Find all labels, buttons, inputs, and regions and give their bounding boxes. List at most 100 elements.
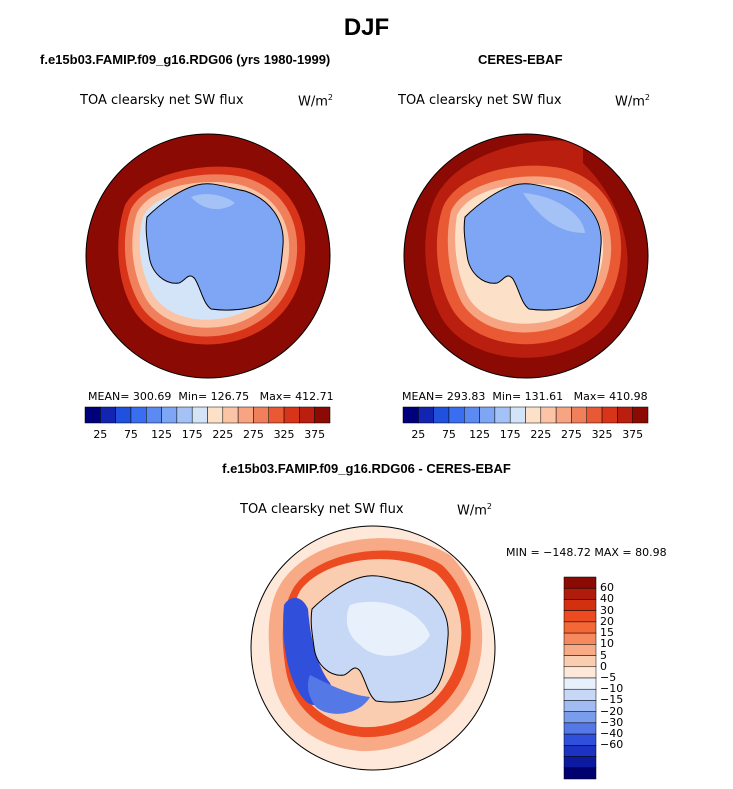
colorbar-swatch [448, 406, 465, 424]
colorbar-swatch [161, 406, 178, 424]
colorbar-swatch [464, 406, 480, 424]
colorbar-swatch [563, 700, 597, 712]
left-units-label: W/m2 [298, 93, 333, 110]
colorbar-swatch [563, 632, 597, 645]
plateau-region [523, 193, 585, 233]
colorbar-swatch [563, 711, 597, 724]
colorbar-swatch [314, 406, 331, 424]
diff-continent-interior [346, 601, 430, 656]
colorbar-tick-label: −20 [600, 704, 624, 718]
colorbar-swatch [433, 406, 450, 424]
colorbar-tick-label: 30 [600, 603, 614, 617]
colorbar-swatch [525, 406, 542, 424]
colorbar-swatch [237, 406, 254, 424]
difference-min-max: MIN = −148.72 MAX = 80.98 [506, 546, 667, 559]
colorbar-tick-label: 225 [530, 428, 552, 441]
colorbar-tick-label: −60 [600, 738, 624, 752]
colorbar-swatch [253, 406, 269, 424]
diff-negative-band [283, 597, 332, 706]
colorbar-swatch [207, 406, 224, 424]
colorbar-tick-label: 15 [600, 626, 614, 640]
left-variable-label: TOA clearsky net SW flux [80, 93, 244, 108]
left-colorbar-ticks: 25 75 125 175 225 275 325 375 [85, 428, 330, 442]
colorbar-swatch [563, 599, 597, 611]
colorbar-tick-label: 25 [93, 428, 108, 441]
right-map [403, 133, 649, 379]
colorbar-swatch [563, 677, 597, 690]
colorbar-tick-label: 125 [469, 428, 491, 441]
colorbar-swatch [563, 587, 597, 600]
colorbar-tick-label: 5 [600, 648, 607, 662]
colorbar-swatch [191, 406, 208, 424]
difference-units-label: W/m2 [457, 502, 492, 519]
figure-title: DJF [343, 14, 390, 41]
colorbar-swatch [540, 406, 557, 424]
colorbar-tick-label: 75 [123, 428, 138, 441]
colorbar-swatch [222, 406, 239, 424]
colorbar-tick-label: 175 [181, 428, 203, 441]
colorbar-swatch [632, 406, 649, 424]
left-map [85, 133, 331, 379]
left-stats: MEAN= 300.69 Min= 126.75 Max= 412.71 [88, 390, 334, 403]
colorbar-tick-label: −10 [600, 682, 624, 696]
colorbar-swatch [402, 406, 419, 424]
colorbar-swatch [563, 655, 597, 668]
antarctic-continent [145, 183, 284, 311]
colorbar-swatch [418, 406, 434, 424]
colorbar-tick-label: 325 [591, 428, 613, 441]
colorbar-tick-label: −15 [600, 693, 624, 707]
right-panel-title: CERES-EBAF [478, 52, 563, 67]
colorbar-tick-label: 375 [304, 428, 326, 441]
colorbar-swatch [563, 621, 597, 634]
colorbar-tick-label: 225 [212, 428, 234, 441]
colorbar-tick-label: 175 [499, 428, 521, 441]
colorbar-swatch [586, 406, 603, 424]
colorbar-swatch [115, 406, 132, 424]
colorbar-swatch [563, 576, 597, 589]
colorbar-tick-label: 25 [411, 428, 426, 441]
left-colorbar [84, 406, 331, 424]
colorbar-swatch [563, 666, 597, 679]
colorbar-swatch [555, 406, 572, 424]
colorbar-swatch [100, 406, 116, 424]
colorbar-tick-label: 125 [151, 428, 173, 441]
ice-shelf-region [191, 194, 235, 210]
colorbar-swatch [299, 406, 315, 424]
colorbar-swatch [130, 406, 147, 424]
colorbar-swatch [283, 406, 300, 424]
colorbar-tick-label: −5 [600, 671, 617, 684]
colorbar-swatch [563, 767, 597, 780]
colorbar-tick-label: 20 [600, 614, 614, 628]
colorbar-swatch [146, 406, 162, 424]
colorbar-swatch [563, 688, 597, 701]
left-panel-title: f.e15b03.FAMIP.f09_g16.RDG06 (yrs 1980-1… [40, 52, 331, 67]
right-stats: MEAN= 293.83 Min= 131.61 Max= 410.98 [402, 390, 648, 403]
colorbar-swatch [176, 406, 193, 424]
diff-negative-band [308, 675, 370, 714]
colorbar-tick-label: −30 [600, 715, 624, 729]
colorbar-tick-label: 325 [273, 428, 295, 441]
right-colorbar-ticks: 25 75 125 175 225 275 325 375 [403, 428, 648, 442]
colorbar-tick-label: −40 [600, 727, 624, 741]
colorbar-swatch [601, 406, 618, 424]
colorbar-swatch [563, 610, 597, 623]
colorbar-tick-label: 275 [560, 428, 582, 441]
colorbar-tick-label: 275 [242, 428, 264, 441]
difference-variable-label: TOA clearsky net SW flux [240, 502, 404, 517]
colorbar-tick-label: 60 [600, 581, 614, 595]
colorbar-swatch [494, 406, 511, 424]
difference-map [250, 525, 496, 771]
colorbar-swatch [563, 756, 597, 769]
colorbar-swatch [268, 406, 285, 424]
colorbar-tick-label: 75 [441, 428, 456, 441]
colorbar-tick-label: 0 [600, 659, 607, 673]
colorbar-swatch [571, 406, 587, 424]
right-colorbar [402, 406, 649, 424]
difference-colorbar [563, 576, 597, 780]
colorbar-swatch [509, 406, 526, 424]
colorbar-tick-label: 375 [622, 428, 644, 441]
colorbar-swatch [84, 406, 101, 424]
colorbar-swatch [563, 733, 597, 746]
colorbar-tick-label: 10 [600, 637, 614, 651]
right-variable-label: TOA clearsky net SW flux [398, 93, 562, 108]
